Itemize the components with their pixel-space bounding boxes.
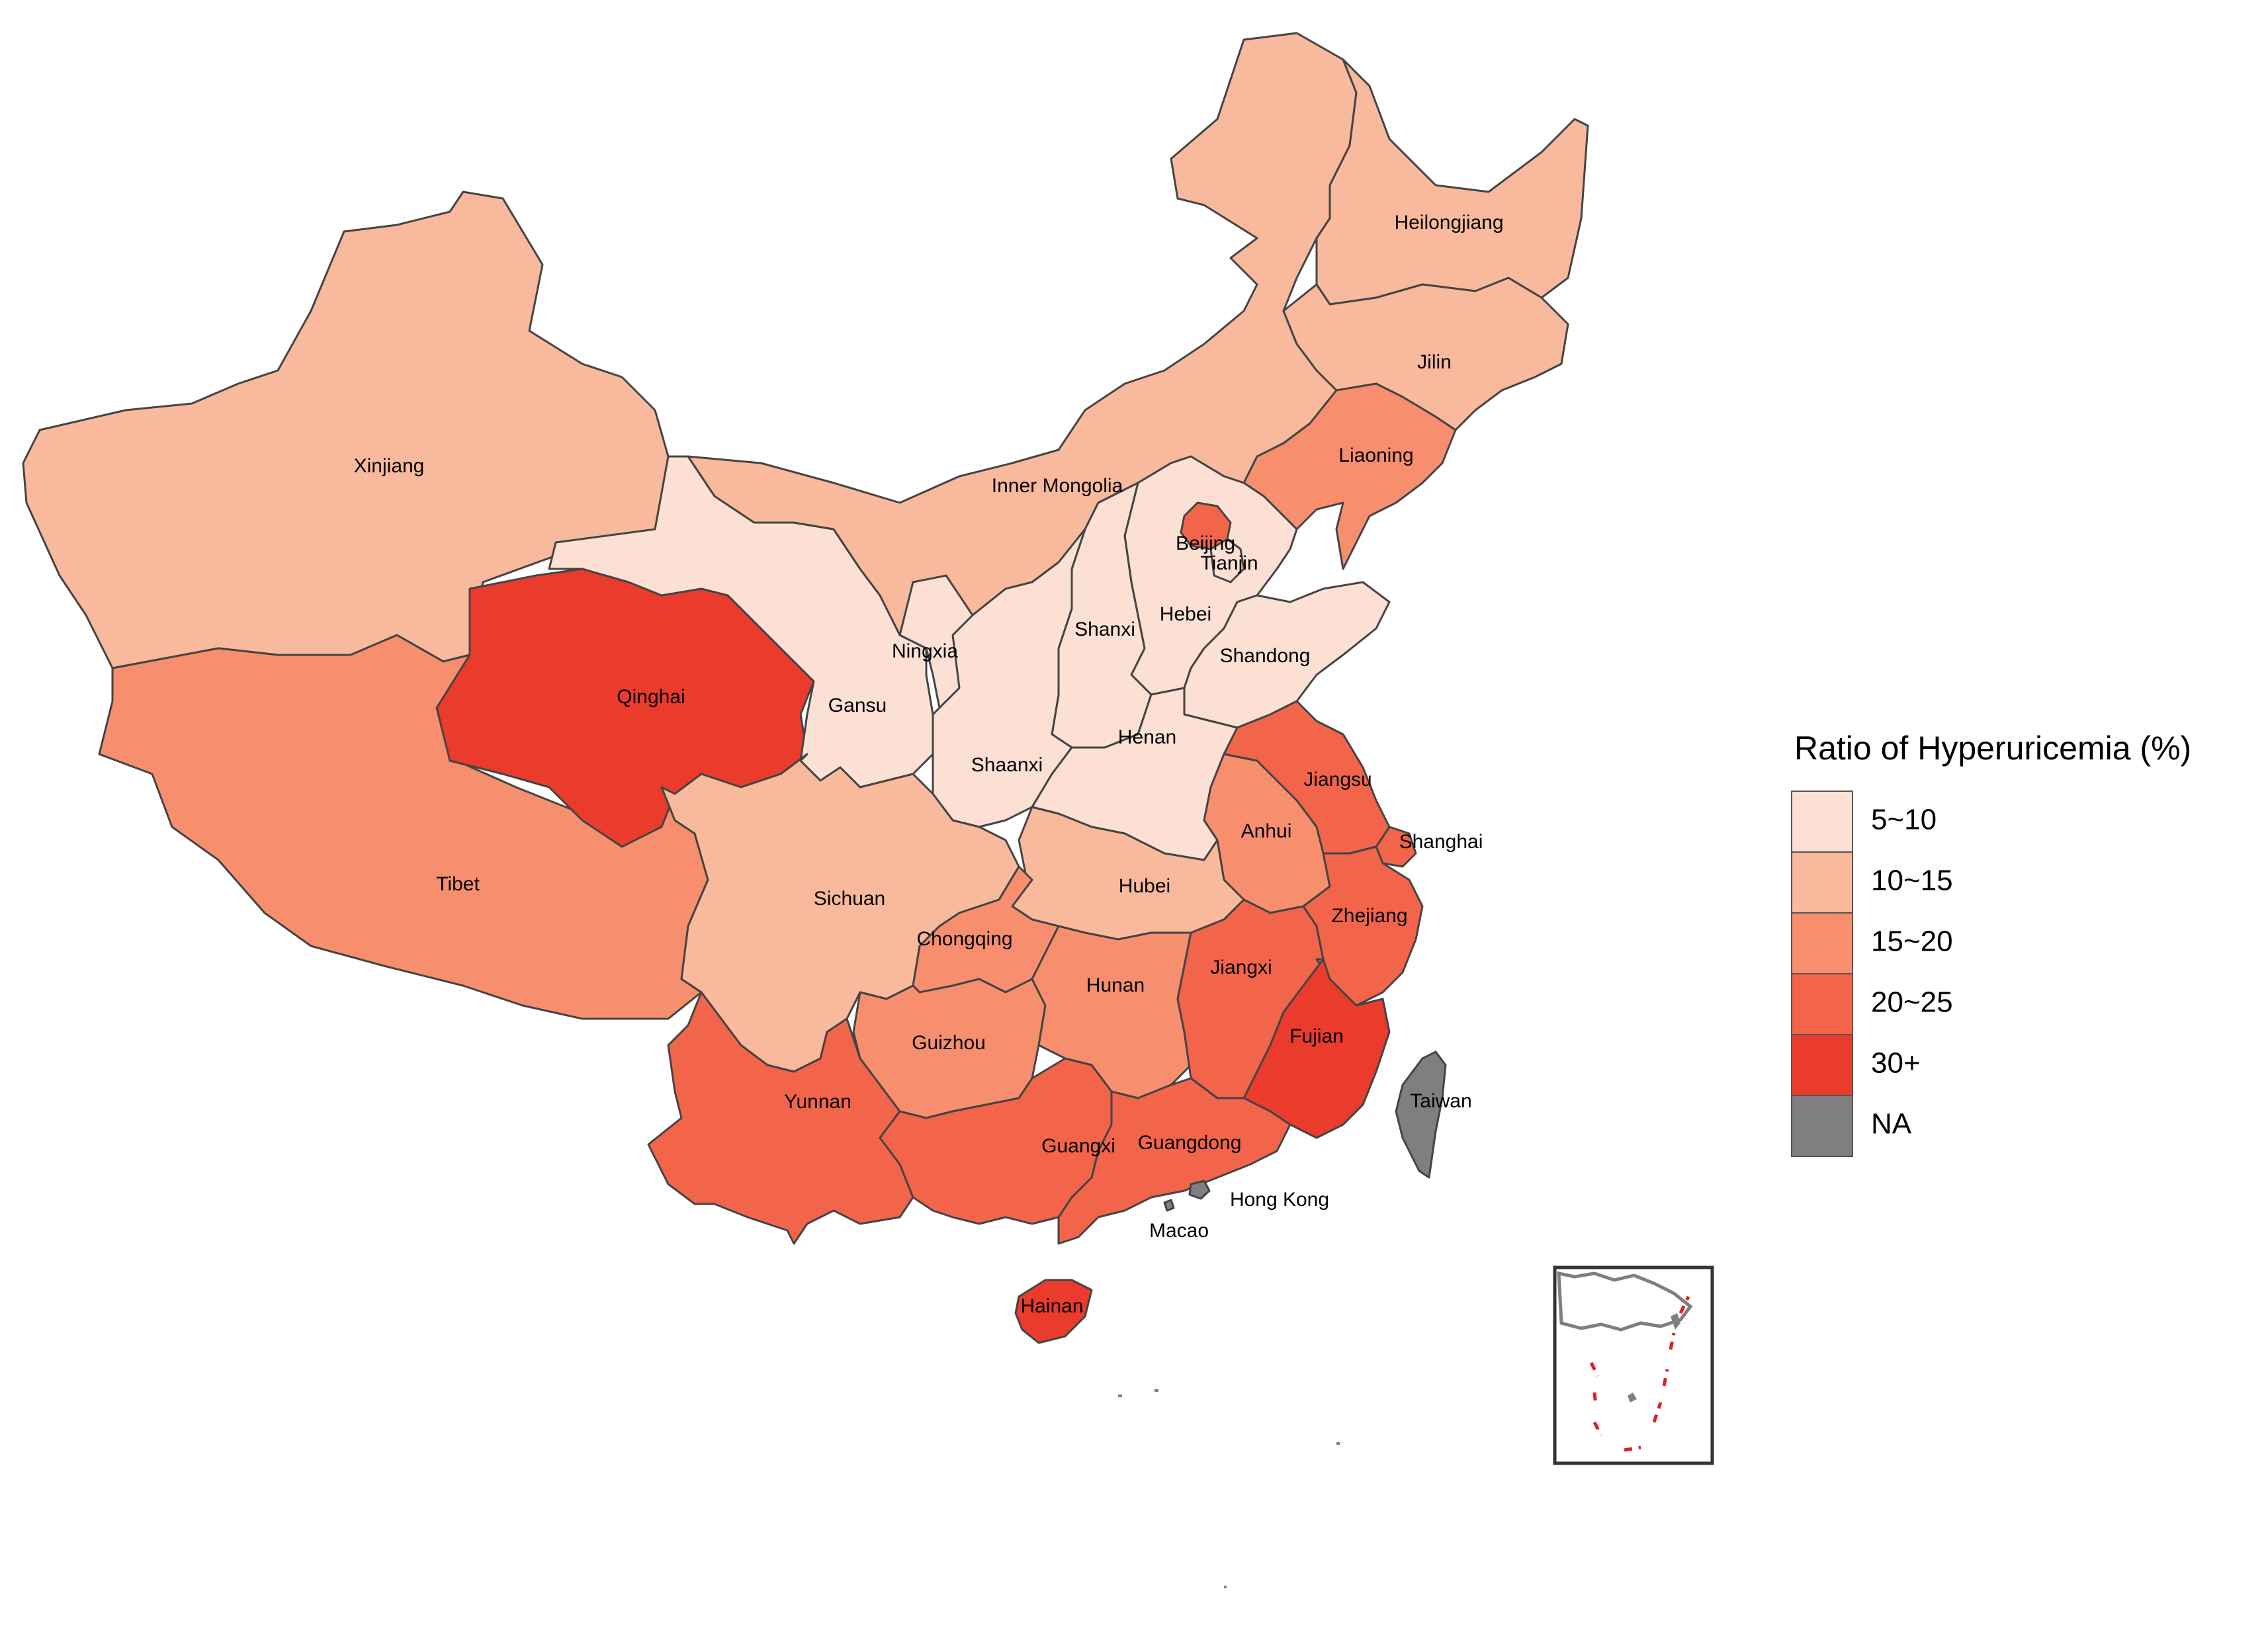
- label-zhejiang: Zhejiang: [1331, 905, 1407, 927]
- legend-key-swatch: [1791, 1095, 1853, 1157]
- label-shaanxi: Shaanxi: [971, 754, 1043, 776]
- inset-map: [1553, 1265, 1714, 1465]
- region-yunnan[interactable]: [647, 978, 914, 1245]
- label-heilongjiang: Heilongjiang: [1394, 212, 1503, 234]
- region-heilongjiang[interactable]: [1315, 58, 1589, 306]
- label-ningxia: Ningxia: [892, 640, 958, 662]
- legend-key-label: 30+: [1871, 1047, 1921, 1080]
- legend-key-swatch: [1791, 791, 1853, 853]
- label-jiangxi: Jiangxi: [1210, 957, 1272, 978]
- region-fujian[interactable]: [1243, 958, 1391, 1139]
- region-macao[interactable]: [1163, 1199, 1175, 1212]
- label-xinjiang: Xinjiang: [354, 455, 425, 477]
- label-shanghai: Shanghai: [1399, 831, 1483, 853]
- legend-key-label: 15~20: [1871, 925, 1953, 958]
- label-jilin: Jilin: [1417, 351, 1452, 373]
- map-regions: [22, 32, 1589, 1588]
- label-sichuan: Sichuan: [814, 888, 885, 910]
- legend-title: Ratio of Hyperuricemia (%): [1794, 730, 2191, 767]
- legend-key-label: 20~25: [1871, 986, 1953, 1019]
- label-yunnan: Yunnan: [784, 1091, 851, 1113]
- region-hainan[interactable]: [1014, 1279, 1093, 1344]
- label-guangdong: Guangdong: [1138, 1132, 1242, 1154]
- label-chongqing: Chongqing: [916, 928, 1012, 950]
- legend-items: 5~10 10~15 15~20 20~25 30+ NA: [1791, 791, 1953, 1157]
- region-jilin[interactable]: [1282, 277, 1569, 431]
- label-inner-mongolia: Inner Mongolia: [992, 475, 1123, 497]
- inset-nine-dash-line: [1589, 1295, 1690, 1452]
- label-macao: Macao: [1149, 1220, 1209, 1242]
- legend-key-swatch: [1791, 973, 1853, 1035]
- region-shaanxi[interactable]: [932, 528, 1086, 828]
- island-dot: [1118, 1394, 1122, 1397]
- label-henan: Henan: [1118, 726, 1176, 748]
- label-hubei: Hubei: [1119, 875, 1170, 897]
- region-tianjin[interactable]: [1209, 538, 1245, 583]
- label-shanxi: Shanxi: [1074, 619, 1135, 640]
- legend-key-label: 10~15: [1871, 865, 1953, 897]
- region-taiwan[interactable]: [1395, 1050, 1447, 1179]
- label-hainan: Hainan: [1020, 1295, 1083, 1317]
- label-guizhou: Guizhou: [912, 1032, 986, 1054]
- island-dot: [1155, 1389, 1158, 1392]
- label-shandong: Shandong: [1220, 645, 1311, 667]
- region-hong-kong[interactable]: [1188, 1179, 1211, 1200]
- south-sea-islands: [1118, 1389, 1340, 1588]
- legend-key-swatch: [1791, 851, 1853, 914]
- label-anhui: Anhui: [1241, 820, 1292, 842]
- legend: Ratio of Hyperuricemia (%) 5~10 10~15 15~2…: [1791, 730, 2191, 1157]
- label-jiangsu: Jiangsu: [1303, 769, 1372, 791]
- label-qinghai: Qinghai: [617, 686, 685, 708]
- label-liaoning: Liaoning: [1338, 445, 1413, 466]
- legend-key-label: 5~10: [1871, 804, 1937, 836]
- legend-key-swatch: [1791, 912, 1853, 974]
- map-labels: Xinjiang Tibet Qinghai Gansu Inner Mongo…: [354, 212, 1504, 1317]
- label-taiwan: Taiwan: [1410, 1090, 1471, 1112]
- label-tibet: Tibet: [436, 873, 480, 895]
- inset-island: [1628, 1392, 1637, 1402]
- inset-coastline: [1557, 1271, 1693, 1332]
- label-hong-kong: Hong Kong: [1230, 1189, 1329, 1211]
- island-dot: [1336, 1442, 1340, 1445]
- region-zhejiang[interactable]: [1302, 845, 1424, 1007]
- island-dot: [1224, 1586, 1227, 1588]
- label-fujian: Fujian: [1289, 1025, 1344, 1047]
- inset-taiwan: [1671, 1313, 1680, 1330]
- label-guangxi: Guangxi: [1041, 1135, 1115, 1157]
- label-gansu: Gansu: [828, 695, 887, 716]
- label-hunan: Hunan: [1086, 974, 1145, 996]
- label-tianjin: Tianjin: [1200, 552, 1258, 574]
- region-guangdong[interactable]: [1057, 1077, 1291, 1245]
- legend-key-swatch: [1791, 1034, 1853, 1096]
- label-hebei: Hebei: [1160, 603, 1211, 625]
- label-beijing: Beijing: [1176, 533, 1235, 554]
- legend-key-label: NA: [1871, 1108, 1912, 1140]
